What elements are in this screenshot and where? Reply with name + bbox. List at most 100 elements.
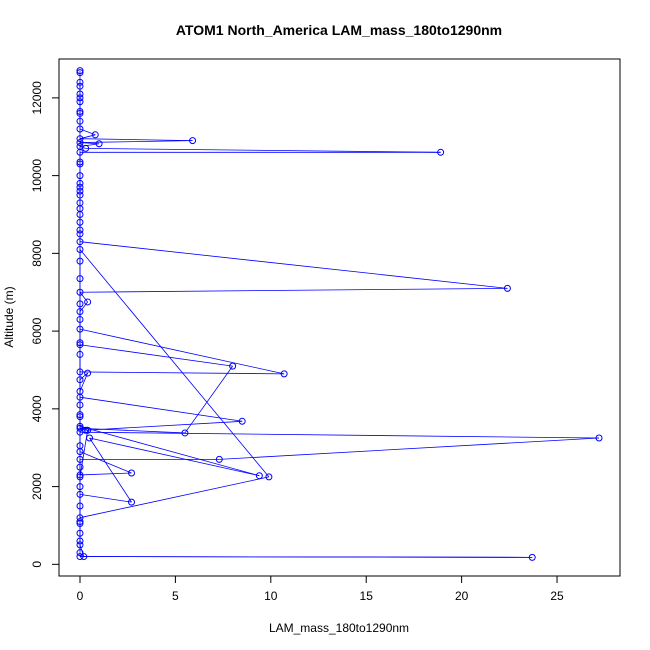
series-segment — [85, 148, 441, 153]
data-point — [76, 67, 84, 75]
series-segment — [79, 476, 269, 519]
y-tick-label: 4000 — [30, 395, 44, 422]
data-point — [76, 205, 84, 213]
x-tick-label: 5 — [172, 589, 179, 603]
data-point — [84, 298, 92, 306]
series-segment — [219, 437, 600, 460]
series-segment — [79, 128, 96, 136]
data-point — [76, 553, 84, 561]
data-point — [76, 315, 84, 323]
data-point — [76, 541, 84, 549]
x-axis-label: LAM_mass_180to1290nm — [269, 621, 409, 635]
data-point — [76, 413, 84, 421]
series-segment — [89, 437, 260, 477]
data-point — [76, 82, 84, 90]
series-segment — [85, 420, 243, 431]
y-axis-label: Altitude (m) — [2, 286, 16, 347]
series-segment — [79, 287, 508, 293]
y-tick-label: 10000 — [30, 159, 44, 193]
series-segment — [79, 140, 193, 143]
data-point — [91, 131, 99, 139]
data-point — [76, 490, 84, 498]
data-point — [76, 518, 84, 526]
data-point — [181, 429, 189, 437]
data-point — [76, 98, 84, 106]
y-tick-label: 0 — [30, 561, 44, 568]
series-segment — [79, 396, 243, 422]
series-segment — [79, 344, 233, 367]
data-point — [76, 90, 84, 98]
data-point — [76, 537, 84, 545]
series-segment — [184, 365, 233, 434]
x-tick-label: 20 — [455, 589, 469, 603]
data-point — [76, 339, 84, 347]
data-point — [76, 463, 84, 471]
data-point — [76, 148, 84, 156]
data-point — [76, 158, 84, 166]
x-tick-label: 25 — [550, 589, 564, 603]
series-segment — [79, 328, 285, 375]
data-point — [76, 401, 84, 409]
data-point — [189, 137, 197, 145]
series-segment — [79, 372, 88, 380]
data-point — [76, 387, 84, 395]
data-point — [76, 308, 84, 316]
data-point — [215, 455, 223, 463]
data-point — [76, 94, 84, 102]
y-axis: 0 2000 4000 6000 8000 10000 12000 — [30, 81, 60, 568]
data-point — [95, 140, 103, 148]
data-point — [76, 455, 84, 463]
series-segment — [79, 493, 132, 503]
data-point — [76, 483, 84, 491]
data-point — [76, 107, 84, 115]
data-point — [76, 514, 84, 522]
data-point — [76, 109, 84, 117]
series-points — [76, 67, 603, 561]
data-point — [76, 549, 84, 557]
data-point — [76, 245, 84, 253]
data-point — [76, 471, 84, 479]
series-line — [79, 70, 600, 558]
data-point — [76, 368, 84, 376]
data-point — [76, 350, 84, 358]
series-segment — [79, 556, 533, 558]
data-point — [76, 187, 84, 195]
y-tick-label: 6000 — [30, 317, 44, 344]
data-point — [76, 183, 84, 191]
data-point — [76, 191, 84, 199]
data-point — [76, 325, 84, 333]
x-tick-label: 10 — [264, 589, 278, 603]
data-point — [80, 553, 88, 561]
data-point — [76, 69, 84, 77]
data-point — [76, 473, 84, 481]
data-point — [76, 502, 84, 510]
y-tick-label: 8000 — [30, 240, 44, 267]
data-point — [76, 376, 84, 384]
series-segment — [79, 241, 508, 289]
data-point — [128, 498, 136, 506]
series-segment — [89, 437, 132, 503]
series-segment — [79, 291, 88, 303]
data-point — [76, 218, 84, 226]
series-segment — [79, 472, 132, 476]
series-segment — [79, 451, 132, 474]
data-point — [265, 473, 273, 481]
data-point — [76, 300, 84, 308]
data-point — [280, 370, 288, 378]
plot-frame — [58, 58, 621, 577]
data-point — [82, 144, 90, 152]
data-point — [86, 434, 94, 442]
data-point — [76, 341, 84, 349]
data-point — [128, 469, 136, 477]
data-point — [76, 230, 84, 238]
data-point — [76, 179, 84, 187]
data-point — [76, 411, 84, 419]
data-point — [76, 125, 84, 133]
y-tick-label: 2000 — [30, 473, 44, 500]
data-point — [76, 78, 84, 86]
data-point — [76, 238, 84, 246]
series-segment — [79, 249, 270, 478]
series-segment — [79, 431, 600, 439]
chart-title: ATOM1 North_America LAM_mass_180to1290nm — [176, 22, 502, 38]
data-point — [238, 417, 246, 425]
